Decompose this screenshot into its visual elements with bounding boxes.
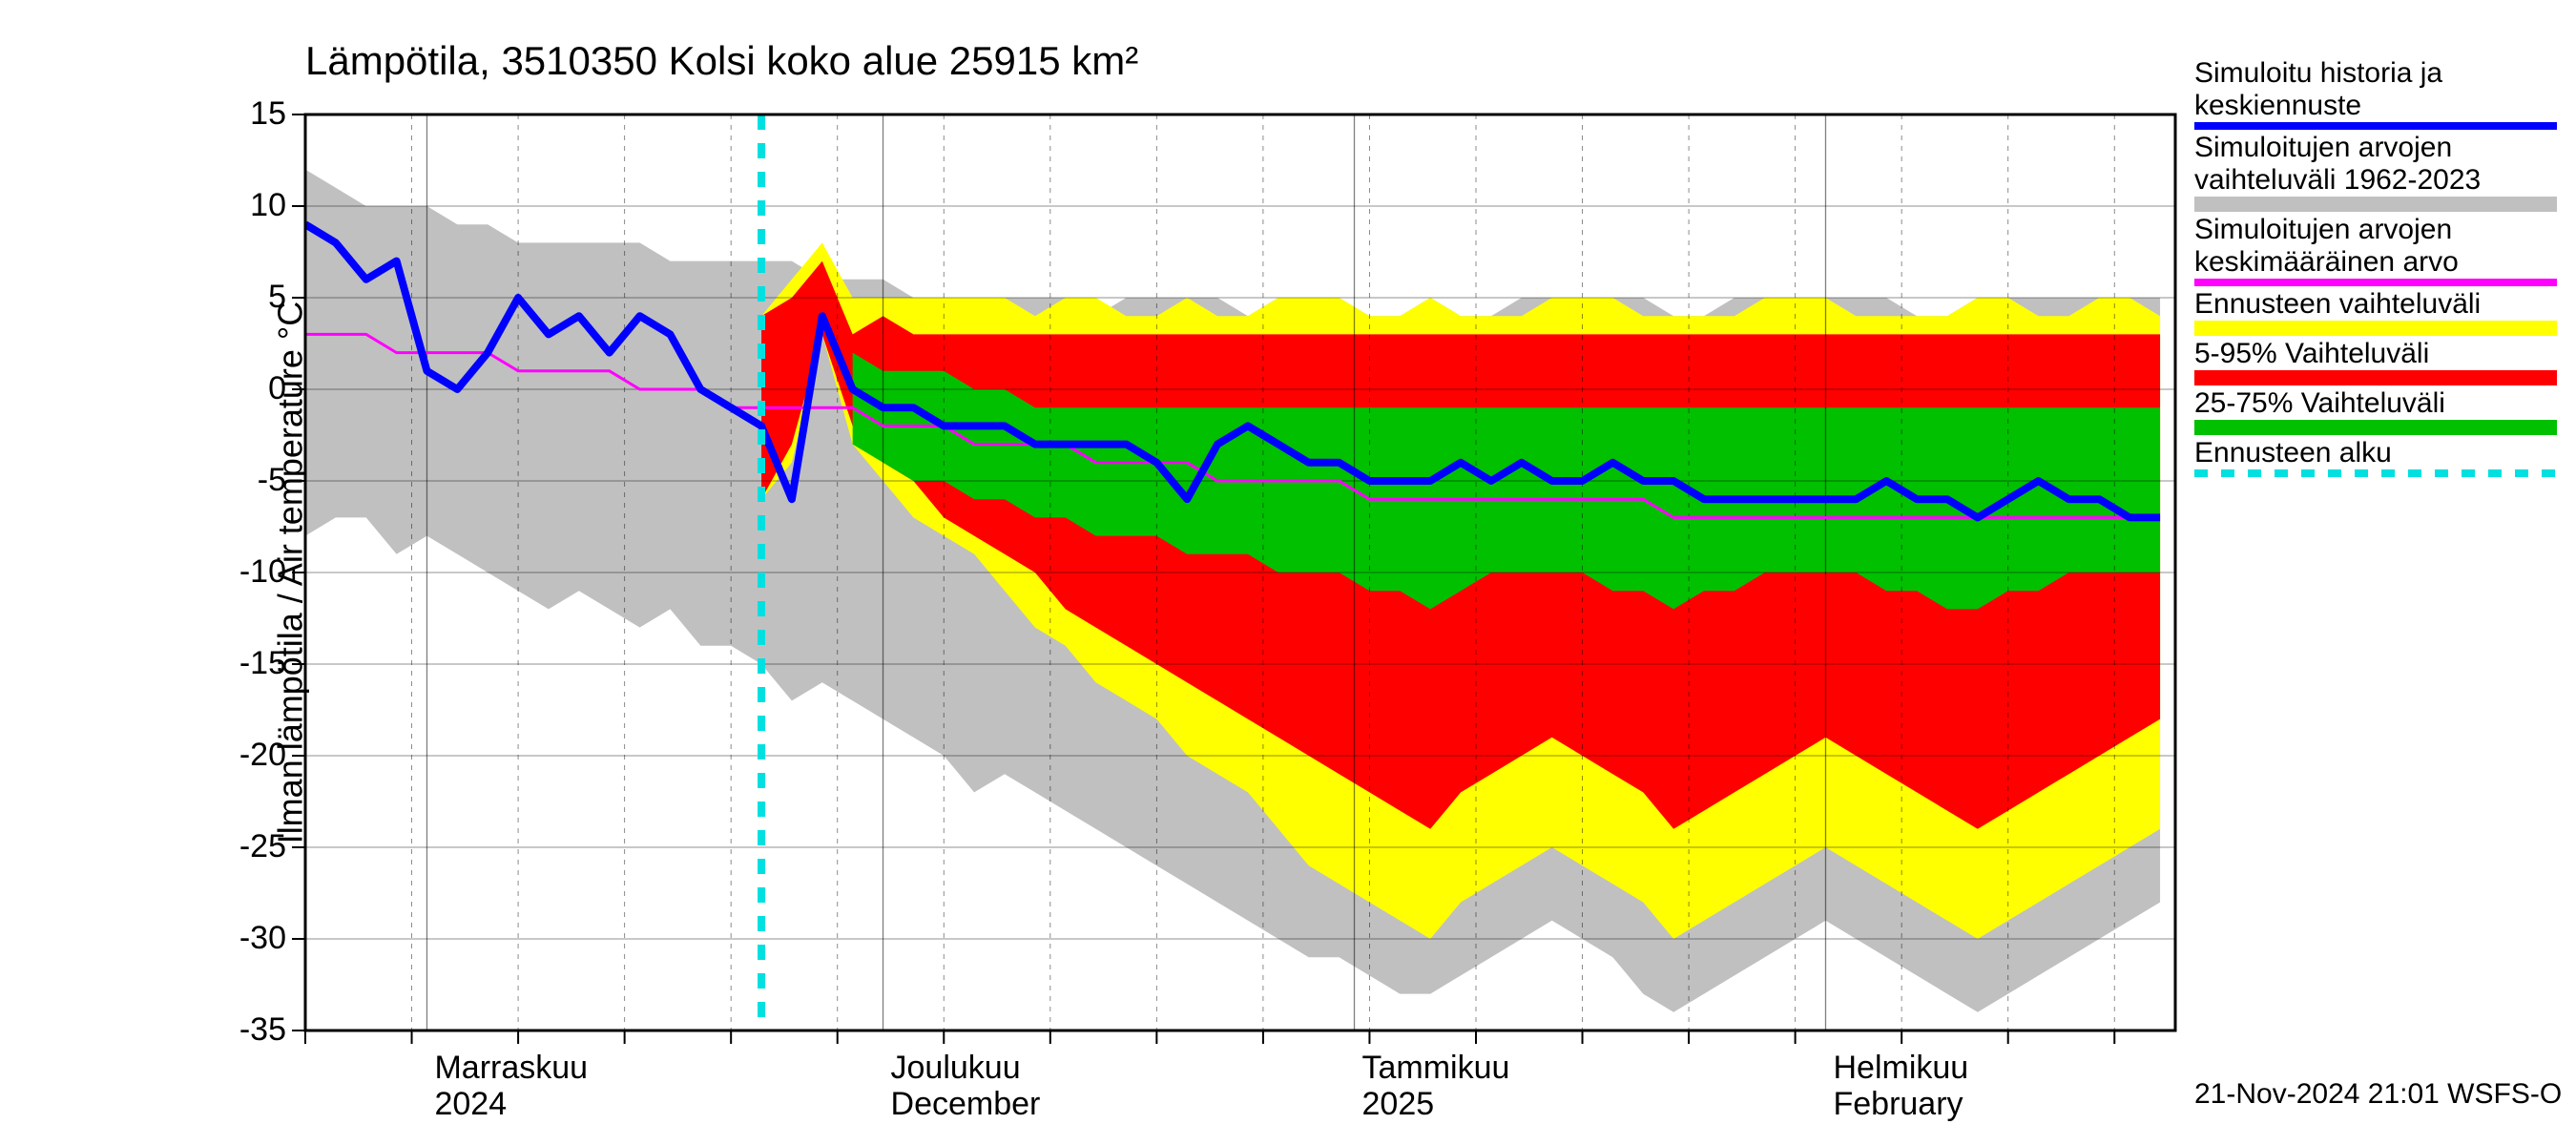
legend-item: Simuloitujen arvojenkeskimääräinen arvo [2194,214,2557,286]
legend-label: vaihteluväli 1962-2023 [2194,164,2557,197]
x-tick-label-sub: 2024 [434,1086,507,1123]
x-tick-label-major: Helmikuu [1833,1050,1968,1087]
y-tick-label: -10 [200,553,286,591]
legend-swatch [2194,279,2557,286]
legend: Simuloitu historia jakeskiennusteSimuloi… [2194,57,2557,479]
y-tick-label: 15 [200,95,286,133]
legend-label: Simuloitujen arvojen [2194,214,2557,246]
legend-swatch [2194,321,2557,336]
timestamp-label: 21-Nov-2024 21:01 WSFS-O [2194,1078,2562,1111]
legend-item: 5-95% Vaihteluväli [2194,338,2557,385]
legend-swatch [2194,469,2557,477]
y-tick-label: -20 [200,737,286,774]
x-tick-label-major: Tammikuu [1362,1050,1510,1087]
x-tick-label-sub: February [1833,1086,1963,1123]
x-tick-label-sub: 2025 [1362,1086,1435,1123]
legend-label: 5-95% Vaihteluväli [2194,338,2557,370]
legend-item: Simuloitujen arvojenvaihteluväli 1962-20… [2194,132,2557,212]
legend-swatch [2194,420,2557,435]
x-tick-label-major: Marraskuu [434,1050,588,1087]
legend-label: Ennusteen vaihteluväli [2194,288,2557,321]
y-tick-label: -5 [200,462,286,499]
y-tick-label: -25 [200,828,286,865]
chart-container: { "layout": { "plot_left": 320, "plot_to… [0,0,2576,1145]
y-tick-label: -35 [200,1011,286,1049]
legend-label: keskiennuste [2194,90,2557,122]
y-tick-label: 0 [200,370,286,407]
y-tick-label: 5 [200,279,286,316]
legend-label: Simuloitu historia ja [2194,57,2557,90]
legend-item: Simuloitu historia jakeskiennuste [2194,57,2557,130]
x-tick-label-sub: December [891,1086,1041,1123]
legend-label: 25-75% Vaihteluväli [2194,387,2557,420]
legend-label: Simuloitujen arvojen [2194,132,2557,164]
legend-swatch [2194,122,2557,130]
x-tick-label-major: Joulukuu [891,1050,1021,1087]
legend-swatch [2194,197,2557,212]
y-tick-label: -15 [200,645,286,682]
plot-area [0,0,2576,1145]
legend-label: keskimääräinen arvo [2194,246,2557,279]
legend-item: Ennusteen vaihteluväli [2194,288,2557,336]
legend-swatch [2194,370,2557,385]
legend-label: Ennusteen alku [2194,437,2557,469]
y-tick-label: -30 [200,920,286,957]
legend-item: 25-75% Vaihteluväli [2194,387,2557,435]
legend-item: Ennusteen alku [2194,437,2557,477]
y-tick-label: 10 [200,187,286,224]
